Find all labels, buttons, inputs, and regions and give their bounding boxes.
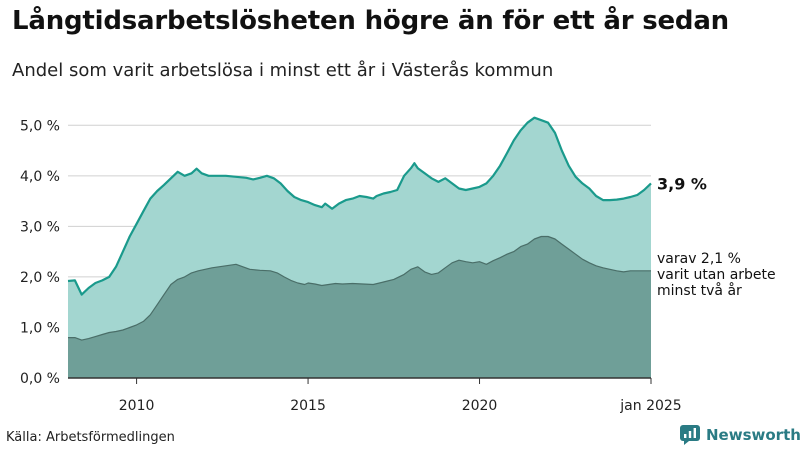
chart-title: Långtidsarbetslösheten högre än för ett …: [12, 6, 729, 36]
x-tick-label: jan 2025: [619, 398, 681, 414]
y-tick-label: 4,0 %: [20, 169, 60, 185]
plot-areas: [67, 116, 652, 378]
source-note: Källa: Arbetsförmedlingen: [6, 430, 175, 445]
end-label-long-line: minst två år: [657, 282, 742, 299]
brand-name: Newsworthy: [706, 426, 800, 444]
x-tick-label: 2015: [290, 398, 326, 414]
x-tick-label: 2010: [119, 398, 155, 414]
series-labels: 3,9 % varav 2,1 % varit utan arbete minst t…: [657, 174, 776, 299]
newsworthy-icon: [680, 425, 700, 445]
y-tick-label: 5,0 %: [20, 118, 60, 134]
line-total: [67, 116, 652, 296]
end-label-long: varav 2,1 % varit utan arbete minst två år: [657, 251, 776, 299]
x-tick-label: 2020: [462, 398, 498, 414]
chart-subtitle: Andel som varit arbetslösa i minst ett å…: [12, 60, 554, 81]
newsworthy-logo[interactable]: Newsworthy: [680, 425, 800, 445]
y-tick-label: 0,0 %: [20, 371, 60, 387]
end-label-long-line: varav 2,1 %: [657, 251, 741, 267]
end-label-long-line: varit utan arbete: [657, 267, 776, 283]
axes: 0,0 % 1,0 % 2,0 % 3,0 % 4,0 % 5,0 % 2010 2015 20…: [20, 118, 682, 414]
line-long: [68, 235, 651, 341]
end-label-total: 3,9 %: [657, 174, 707, 193]
y-tick-label: 2,0 %: [20, 270, 60, 286]
y-tick-label: 3,0 %: [20, 219, 60, 235]
area-long: [68, 236, 651, 378]
y-tick-label: 1,0 %: [20, 320, 60, 336]
